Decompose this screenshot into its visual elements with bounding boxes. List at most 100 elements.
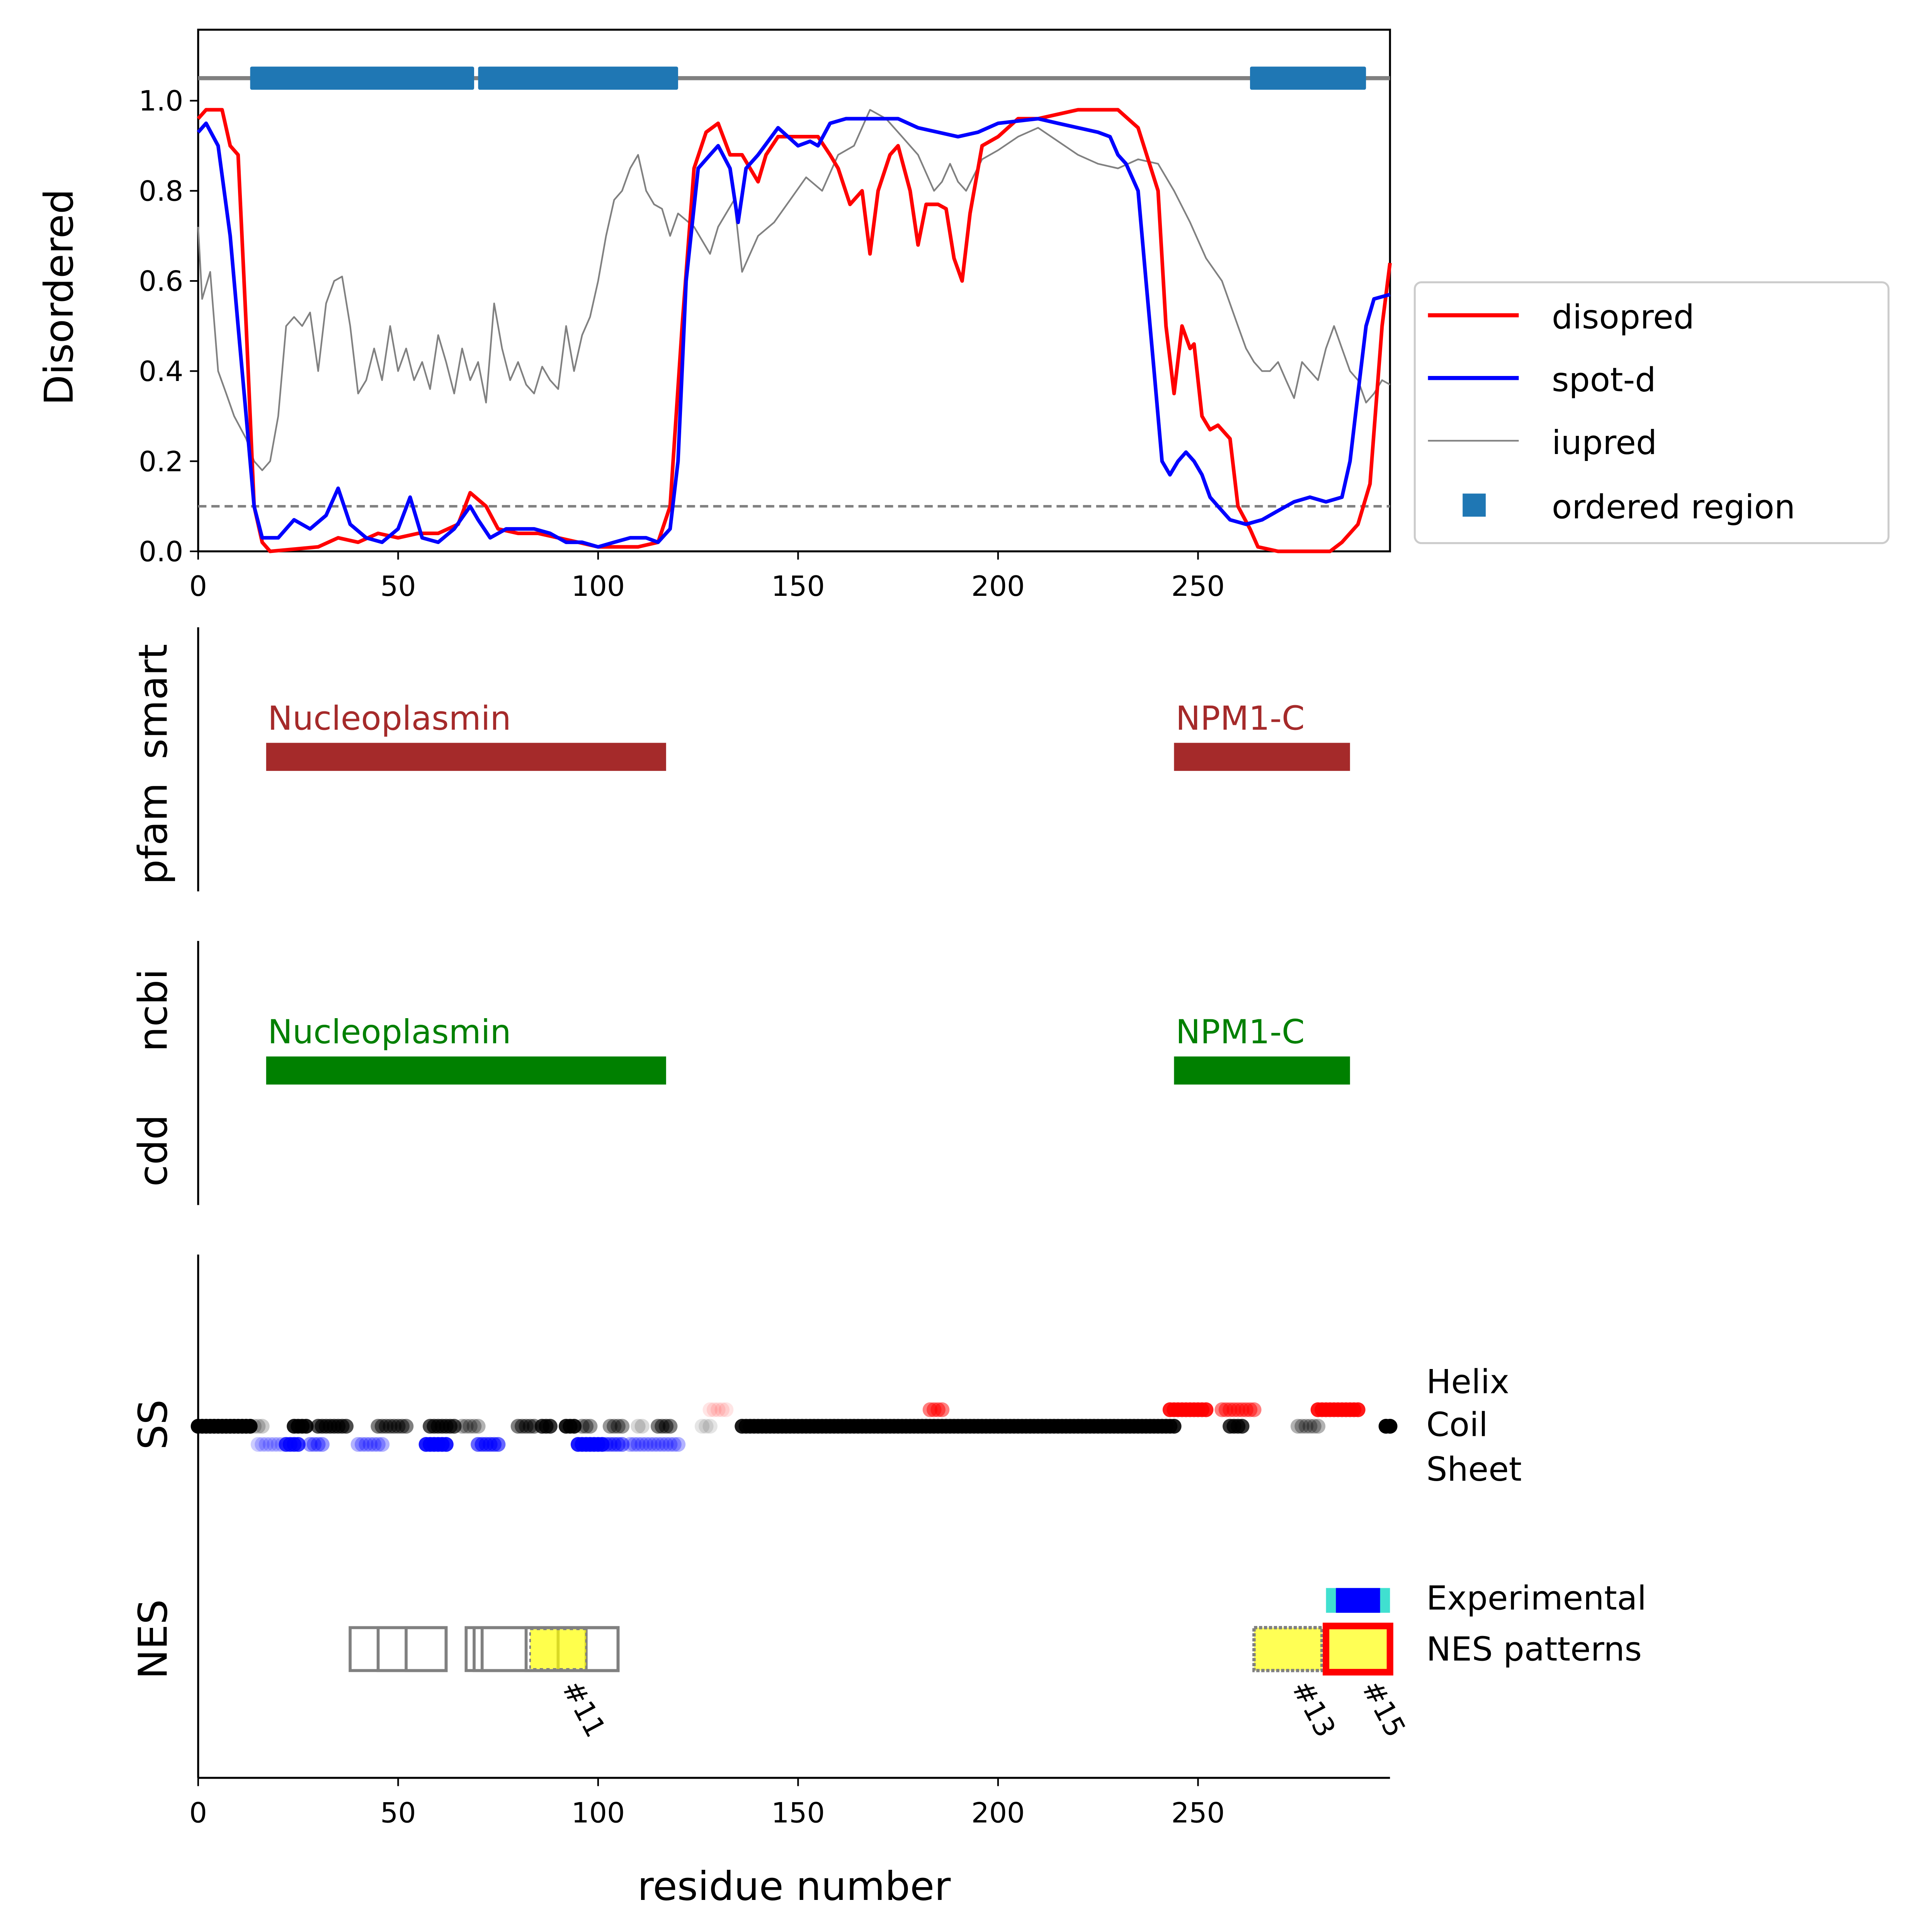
ss-sheet-dot: [655, 1437, 670, 1452]
ss-sheet-dot: [350, 1437, 366, 1452]
experimental-nes-bar: [1336, 1588, 1380, 1613]
ss-sheet-dot: [359, 1437, 374, 1452]
ss-sheet-dot: [670, 1437, 686, 1452]
track-label-ss: SS: [131, 1400, 177, 1450]
ss-sheet-dot: [354, 1437, 370, 1452]
xtick-label: 100: [571, 1797, 625, 1829]
ss-coil-dot: [694, 1418, 710, 1434]
xtick-label: 150: [771, 1797, 825, 1829]
series-spot-d-line: [197, 117, 1391, 549]
ss-coil-dot: [582, 1418, 598, 1434]
domain-bar: [266, 743, 666, 771]
ss-helix-dot: [718, 1402, 734, 1417]
ss-coil-dot: [1167, 1418, 1182, 1434]
xlabel: residue number: [638, 1864, 951, 1910]
track-label-smart: smart: [131, 644, 177, 759]
nes-highlight-box: [529, 1628, 587, 1670]
ss-sheet-dot: [622, 1437, 638, 1452]
domain-bar: [1174, 743, 1350, 771]
ss-nes-panel: SS NES #11 #13 #15 0 50 100 150 200 250 residue…: [131, 1254, 1646, 1910]
nes-legend-patterns: NES patterns: [1426, 1631, 1642, 1669]
disorder-panel: Disordered 0.0 0.2 0.4 0.6 0.8 1.0 0 50 100 150 2…: [36, 29, 1392, 603]
ss-sheet-dot: [306, 1437, 322, 1452]
ss-coil-dot: [463, 1418, 478, 1434]
ytick-label: 0.0: [139, 536, 183, 568]
nes-candidate-box: [349, 1626, 448, 1672]
ss-coil-dot: [1294, 1418, 1310, 1434]
nes-candidate-box: [376, 1626, 448, 1672]
nes-label: #13: [1285, 1675, 1342, 1743]
nes-label: #15: [1355, 1675, 1412, 1743]
ss-coil-dot: [699, 1418, 714, 1434]
xtick-label: 50: [380, 1797, 416, 1829]
ss-helix-dot: [706, 1402, 722, 1417]
ss-sheet-dot: [614, 1437, 630, 1452]
ss-sheet-dot: [315, 1437, 330, 1452]
ss-sheet-dot: [362, 1437, 378, 1452]
ytick-label: 0.4: [139, 355, 183, 388]
ss-sheet-dot: [662, 1437, 678, 1452]
ss-coil-dot: [1383, 1418, 1398, 1434]
ss-coil-dot: [575, 1418, 590, 1434]
ss-sheet-dot: [262, 1437, 278, 1452]
ss-coil-dot: [634, 1418, 650, 1434]
ss-coil-dot: [607, 1418, 622, 1434]
ss-helix-dot: [1247, 1402, 1262, 1417]
ss-coil-dot: [566, 1418, 582, 1434]
ss-coil-dot: [243, 1418, 258, 1434]
ss-sheet-dot: [267, 1437, 282, 1452]
ss-legend-helix: Helix: [1426, 1363, 1509, 1401]
disorder-axes-frame: [197, 29, 1391, 553]
ss-helix-dot: [711, 1402, 726, 1417]
ss-coil-dot: [250, 1418, 266, 1434]
ss-coil-dot: [1303, 1418, 1318, 1434]
ordered-region-bar: [250, 66, 474, 90]
ss-coil-dot: [1310, 1418, 1326, 1434]
ss-coil-dot: [614, 1418, 630, 1434]
ss-coil-dot: [1235, 1418, 1250, 1434]
xtick-label: 100: [571, 570, 625, 603]
ss-sheet-dot: [439, 1437, 454, 1452]
track-label-ncbi: ncbi: [131, 969, 177, 1052]
ss-coil-dot: [398, 1418, 414, 1434]
ss-sheet-dot: [631, 1437, 646, 1452]
legend-ordered: ordered region: [1552, 488, 1795, 526]
ytick-label: 1.0: [139, 85, 183, 117]
smart-pfam-panel: smart pfam Nucleoplasmin NPM1-C: [131, 627, 1350, 891]
ss-sheet-dot: [311, 1437, 326, 1452]
ytick-label: 0.6: [139, 265, 183, 298]
ss-coil-dot: [1291, 1418, 1306, 1434]
ordered-region-bar: [1250, 66, 1366, 90]
ss-sheet-dot: [638, 1437, 654, 1452]
ss-coil-dot: [338, 1418, 354, 1434]
ss-sheet-dot: [646, 1437, 662, 1452]
legend-disopred: disopred: [1552, 298, 1694, 337]
track-label-cdd: cdd: [131, 1114, 177, 1187]
ss-sheet-dot: [626, 1437, 642, 1452]
ss-legend-coil: Coil: [1426, 1406, 1488, 1444]
ss-sheet-dot: [374, 1437, 390, 1452]
xtick-label: 0: [189, 1797, 207, 1829]
domain-label: NPM1-C: [1176, 1013, 1305, 1051]
ss-coil-dot: [459, 1418, 474, 1434]
ss-sheet-dot: [250, 1437, 266, 1452]
ss-coil-dot: [578, 1418, 594, 1434]
ss-coil-dot: [662, 1418, 678, 1434]
ss-coil-dot: [1306, 1418, 1321, 1434]
xtick-label: 250: [1171, 570, 1225, 603]
domain-label: Nucleoplasmin: [268, 1013, 511, 1051]
domain-label: NPM1-C: [1176, 699, 1305, 738]
ss-sheet-dot: [658, 1437, 674, 1452]
nes-pattern-box: [1323, 1622, 1393, 1676]
ss-coil-dot: [247, 1418, 262, 1434]
nes-candidate-box: [584, 1626, 620, 1672]
ss-helix-dot: [714, 1402, 730, 1417]
ss-sheet-dot: [291, 1437, 306, 1452]
ss-sheet-dot: [371, 1437, 386, 1452]
domain-label: Nucleoplasmin: [268, 699, 511, 738]
ytick-label: 0.8: [139, 175, 183, 207]
series-disopred-line: [197, 108, 1392, 553]
ss-coil-dot: [454, 1418, 470, 1434]
ytick-label: 0.2: [139, 446, 183, 478]
